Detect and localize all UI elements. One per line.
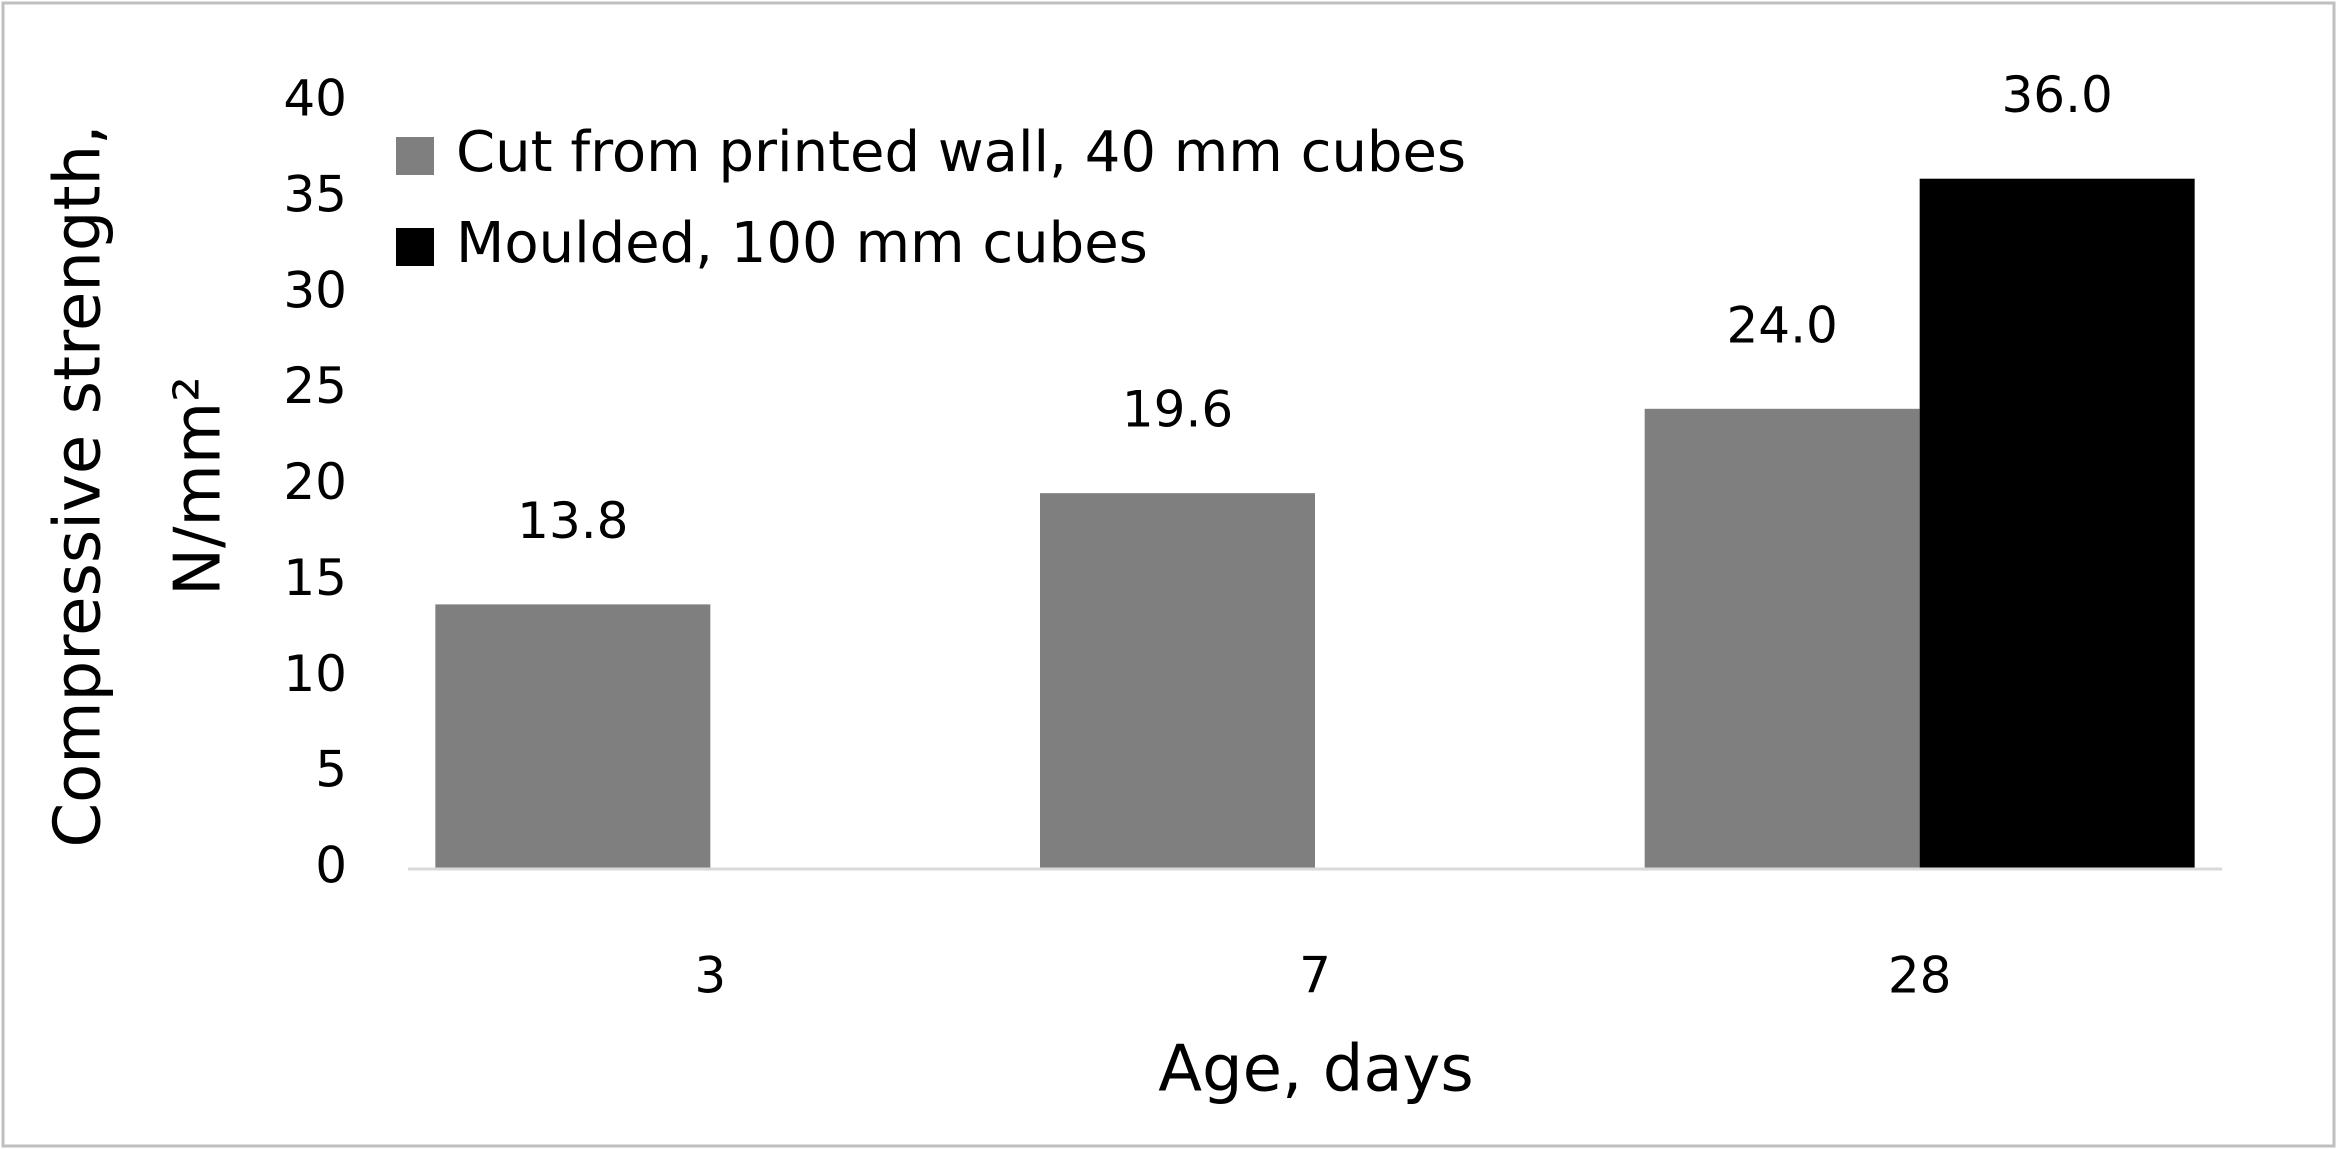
- y-tick-label: 0: [315, 837, 347, 895]
- bar: [1040, 493, 1315, 869]
- legend-swatch: [396, 228, 434, 266]
- data-label: 24.0: [1727, 296, 1838, 354]
- x-tick-label: 7: [1299, 947, 1331, 1005]
- y-tick-label: 25: [283, 357, 347, 415]
- y-tick-label: 40: [283, 70, 347, 128]
- x-tick-label: 28: [1888, 947, 1952, 1005]
- y-axis-title-line: N/mm²: [162, 376, 236, 596]
- y-tick-label: 5: [315, 741, 347, 799]
- data-label: 13.8: [517, 492, 628, 550]
- x-axis-title: Age, days: [1158, 1033, 1474, 1107]
- y-tick-label: 10: [283, 645, 347, 703]
- legend-swatch: [396, 137, 434, 175]
- bar: [1644, 408, 1920, 869]
- y-tick-label: 35: [283, 165, 347, 223]
- y-axis-title-line: Compressive strength,: [42, 124, 116, 847]
- x-tick-label: 3: [694, 947, 726, 1005]
- data-label: 19.6: [1122, 381, 1233, 439]
- y-tick-label: 30: [283, 261, 347, 319]
- legend-label: Moulded, 100 mm cubes: [456, 211, 1148, 276]
- bar: [435, 604, 711, 869]
- y-tick-label: 15: [283, 549, 347, 607]
- y-axis-title: Compressive strength, N/mm²: [42, 124, 236, 847]
- legend-label: Cut from printed wall, 40 mm cubes: [456, 120, 1466, 185]
- y-tick-label: 20: [283, 453, 347, 511]
- bar: [1919, 178, 2195, 869]
- data-label: 36.0: [2002, 66, 2113, 124]
